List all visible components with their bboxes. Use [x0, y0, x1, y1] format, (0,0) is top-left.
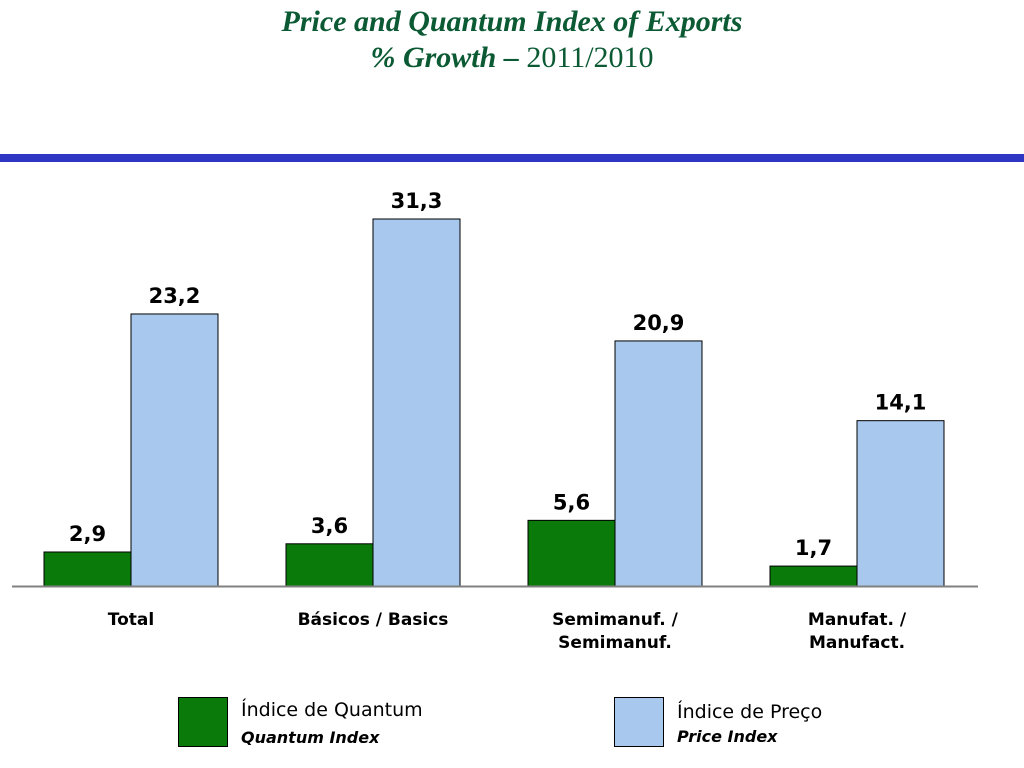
- chart-title: Price and Quantum Index of Exports % Gro…: [0, 4, 1024, 76]
- title-period: 2011/2010: [526, 41, 654, 74]
- quantum-bar-1: [285, 543, 374, 587]
- legend-quantum-swatch: [178, 697, 228, 747]
- price-value-label-1: 31,3: [391, 189, 443, 213]
- legend-price-sublabel: Price Index: [677, 727, 778, 746]
- category-label-3-line-0: Manufat. /: [808, 610, 907, 630]
- price-bar-3: [856, 420, 945, 587]
- price-bar-2: [614, 340, 703, 587]
- quantum-bar-3: [769, 565, 858, 587]
- quantum-value-label-0: 2,9: [69, 522, 106, 546]
- price-bar-1: [372, 218, 461, 587]
- quantum-value-label-1: 3,6: [311, 514, 348, 538]
- price-value-label-2: 20,9: [633, 311, 685, 335]
- legend-price-swatch: [614, 697, 664, 747]
- price-value-label-0: 23,2: [149, 284, 201, 308]
- legend-price-label: Índice de Preço: [677, 701, 823, 723]
- category-label-1: Básicos / Basics: [298, 610, 449, 630]
- quantum-value-label-3: 1,7: [795, 536, 832, 560]
- quantum-bar-0: [43, 551, 132, 587]
- quantum-value-label-2: 5,6: [553, 490, 590, 514]
- category-label-0: Total: [108, 610, 154, 630]
- title-growth: % Growth –: [370, 41, 519, 74]
- category-label-2-line-0: Semimanuf. /: [552, 610, 679, 630]
- header-rule: [0, 154, 1024, 162]
- legend-quantum-sublabel: Quantum Index: [241, 728, 380, 747]
- price-bar-0: [130, 313, 219, 587]
- category-label-3-line-1: Manufact.: [809, 633, 905, 653]
- title-line-1: Price and Quantum Index of Exports: [281, 5, 743, 38]
- price-value-label-3: 14,1: [875, 391, 927, 415]
- legend-quantum-label: Índice de Quantum: [241, 699, 423, 721]
- category-label-2-line-1: Semimanuf.: [558, 633, 672, 653]
- title-line-2: % Growth – 2011/2010: [0, 40, 1024, 76]
- quantum-bar-2: [527, 519, 616, 587]
